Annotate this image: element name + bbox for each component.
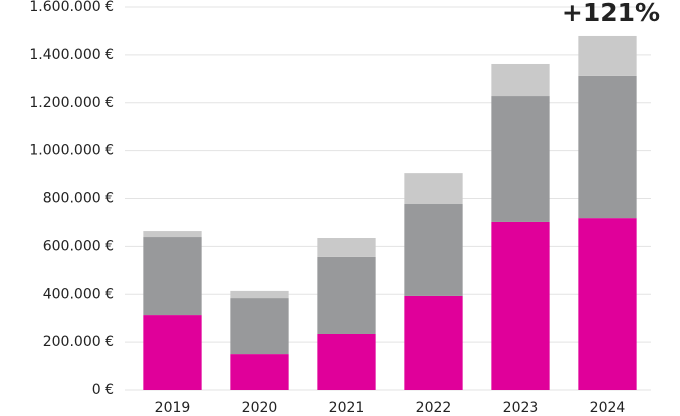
grid bbox=[125, 6, 651, 391]
y-tick-label: 1.400.000 € bbox=[29, 47, 114, 63]
y-tick-label: 800.000 € bbox=[43, 191, 114, 207]
bar-segment bbox=[404, 295, 463, 390]
y-tick-label: 1.000.000 € bbox=[29, 143, 114, 159]
y-tick-label: 1.600.000 € bbox=[29, 0, 114, 15]
annotation: +121% bbox=[562, 0, 660, 27]
y-tick-label: 0 € bbox=[92, 382, 114, 398]
y-tick-label: 200.000 € bbox=[43, 334, 114, 350]
bar-segment bbox=[230, 290, 289, 299]
bar-segment bbox=[491, 96, 550, 222]
x-tick-label: 2024 bbox=[590, 400, 626, 416]
bar-segment bbox=[404, 173, 463, 205]
bar-segment bbox=[143, 315, 202, 390]
bar-segment bbox=[578, 35, 637, 76]
x-tick-label: 2019 bbox=[155, 400, 191, 416]
bar-segment bbox=[404, 204, 463, 296]
y-tick-label: 600.000 € bbox=[43, 238, 114, 254]
bar-segment bbox=[317, 237, 376, 257]
bar-segment bbox=[491, 221, 550, 390]
bar-segment bbox=[317, 256, 376, 334]
bar-segment bbox=[230, 298, 289, 355]
bars bbox=[143, 35, 637, 390]
bar-segment bbox=[143, 237, 202, 316]
y-tick-label: 400.000 € bbox=[43, 286, 114, 302]
x-tick-label: 2021 bbox=[329, 400, 365, 416]
x-tick-label: 2022 bbox=[416, 400, 452, 416]
x-tick-label: 2023 bbox=[503, 400, 539, 416]
bar-segment bbox=[491, 63, 550, 97]
bar-segment bbox=[143, 231, 202, 238]
bar-segment bbox=[230, 354, 289, 390]
bar-segment bbox=[317, 333, 376, 390]
bar-segment bbox=[578, 218, 637, 390]
x-tick-label: 2020 bbox=[242, 400, 278, 416]
bar-segment bbox=[578, 75, 637, 219]
y-tick-label: 1.200.000 € bbox=[29, 95, 114, 111]
